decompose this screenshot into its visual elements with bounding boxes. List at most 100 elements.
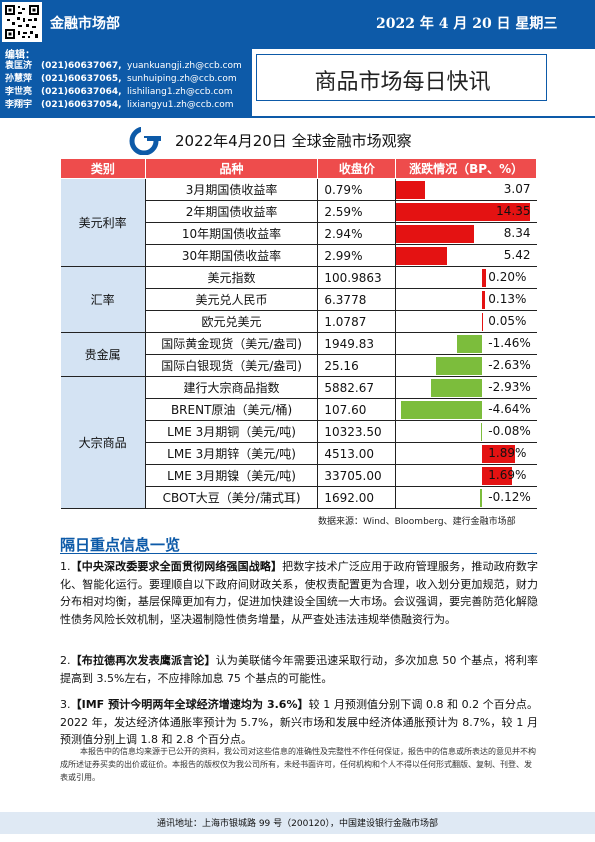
row-change: 0.20% (395, 266, 537, 289)
news-item: 1.【中央深改委要求全面贯彻网络强国战略】把数字技术广泛应用于政府管理服务，推动… (60, 558, 538, 628)
row-close-value: 0.79% (317, 178, 397, 201)
col-header-close: 收盘价 (317, 158, 397, 179)
row-category: 贵金属 (60, 332, 146, 377)
row-close-value: 33705.00 (317, 464, 397, 487)
table-row: LME 3月期铜（美元/吨) 10323.50 -0.08% (61, 420, 537, 443)
change-bar-up (482, 445, 516, 463)
change-bar-up (482, 313, 484, 331)
main-title: 商品市场每日快讯 (314, 70, 491, 95)
row-change: 3.07 (395, 178, 537, 201)
data-source: 数据来源：Wind、Bloomberg、建行金融市场部 (318, 517, 516, 527)
news-body: 把数字技术广泛应用于政府管理服务，推动政府数字化、智能化运行。要理顺自以下政府间… (60, 560, 539, 626)
table-row: LME 3月期锌（美元/吨) 4513.00 1.89% (61, 442, 537, 465)
row-change: 1.69% (395, 464, 537, 487)
editor-email: lixiangyu1.zh@ccb.com (127, 100, 234, 110)
editor-row: 李世亮 (021)60637064, lishiliang1.zh@ccb.com (5, 84, 233, 97)
news-number: 3. (60, 698, 71, 711)
change-value: 14.35 (496, 204, 531, 218)
row-close-value: 6.3778 (317, 288, 397, 311)
news-body: 认为美联储今年需要迅速采取行动，多次加息 50 个基点，将利率提高到 3.5%左… (60, 654, 538, 685)
table-row: 30年期国债收益率 2.99% 5.42 (61, 244, 537, 267)
row-change: -4.64% (395, 398, 537, 421)
table-row: LME 3月期镍（美元/吨) 33705.00 1.69% (61, 464, 537, 487)
change-bar-down (456, 335, 483, 353)
ccb-logo-icon (127, 126, 161, 156)
table-row: 美元利率 3月期国债收益率 0.79% 3.07 (60, 178, 537, 267)
row-change: -2.63% (395, 354, 537, 377)
row-close-value: 100.9863 (317, 266, 397, 289)
row-item: BRENT原油（美元/桶) (145, 398, 319, 421)
editors-label: 编辑： (5, 50, 35, 61)
editor-phone: (021)60637065, (41, 74, 122, 84)
change-bar-down (436, 357, 483, 375)
change-bar-up (396, 225, 475, 243)
col-header-item: 品种 (144, 158, 319, 179)
row-item: LME 3月期锌（美元/吨) (145, 442, 319, 465)
row-close-value: 2.94% (317, 222, 397, 245)
change-value: 1.69% (488, 468, 527, 482)
row-item: 美元兑人民币 (145, 288, 319, 311)
row-item: LME 3月期镍（美元/吨) (145, 464, 319, 487)
row-change: 0.05% (395, 310, 537, 333)
row-change: 1.89% (395, 442, 537, 465)
change-value: -0.08% (488, 424, 531, 438)
row-item: CBOT大豆（美分/蒲式耳) (145, 486, 319, 509)
editor-row: 袁匡济 (021)60637067, yuankuangji.zh@ccb.com (5, 58, 242, 71)
row-category: 大宗商品 (60, 376, 146, 509)
change-bar-down (480, 489, 483, 507)
row-item: 国际黄金现货（美元/盎司) (145, 332, 319, 355)
news-number: 2. (60, 654, 71, 667)
news-headline: 【IMF 预计今明两年全球经济增速均为 3.6%】 (70, 698, 309, 711)
department-name: 金融市场部 (50, 16, 120, 32)
change-value: 0.13% (488, 292, 527, 306)
divider (0, 116, 595, 118)
news-headline: 【布拉德再次发表鹰派言论】 (70, 654, 216, 667)
news-headline: 【中央深改委要求全面贯彻网络强国战略】 (70, 560, 283, 573)
editor-email: lishiliang1.zh@ccb.com (127, 87, 233, 97)
table-body: 美元利率 3月期国债收益率 0.79% 3.07 2年期国债收益率 2.59% 14.35 1… (60, 178, 537, 509)
editor-name: 袁匡济 (5, 61, 33, 71)
editor-phone: (021)60637064, (41, 87, 122, 97)
row-close-value: 5882.67 (317, 376, 397, 399)
qr-code-icon (2, 2, 42, 42)
title-box: 商品市场每日快讯 (256, 54, 547, 101)
col-header-category: 类别 (60, 158, 146, 179)
change-value: -2.63% (488, 358, 531, 372)
editor-name: 李世亮 (5, 87, 33, 97)
row-category: 美元利率 (60, 178, 146, 267)
change-value: -1.46% (488, 336, 531, 350)
change-value: 8.34 (503, 226, 531, 240)
table-row: 欧元兑美元 1.0787 0.05% (61, 310, 537, 333)
row-close-value: 25.16 (317, 354, 397, 377)
row-change: 14.35 (395, 200, 537, 223)
change-bar-down (431, 379, 483, 397)
table-row: 2年期国债收益率 2.59% 14.35 (61, 200, 537, 223)
row-item: 30年期国债收益率 (145, 244, 319, 267)
change-bar-down (401, 401, 483, 419)
row-close-value: 1.0787 (317, 310, 397, 333)
editor-phone: (021)60637067, (41, 61, 122, 71)
table-header-row: 类别 品种 收盘价 涨跌情况（BP、%） (60, 158, 537, 179)
row-item: 美元指数 (145, 266, 319, 289)
row-change: -1.46% (395, 332, 537, 355)
news-item: 3.【IMF 预计今明两年全球经济增速均为 3.6%】较 1 月预测值分别下调 … (60, 696, 538, 749)
change-value: -2.93% (488, 380, 531, 394)
change-bar-up (482, 291, 485, 309)
market-table: 类别 品种 收盘价 涨跌情况（BP、%） 美元利率 3月期国债收益率 0.79% 3.… (60, 158, 537, 509)
table-row: 贵金属 国际黄金现货（美元/盎司) 1949.83 -1.46% (60, 332, 537, 377)
editor-name: 孙慧萍 (5, 74, 33, 84)
table-row: 汇率 美元指数 100.9863 0.20% (60, 266, 537, 333)
row-change: -2.93% (395, 376, 537, 399)
news-section-title: 隔日重点信息一览 (60, 536, 181, 554)
row-close-value: 1949.83 (317, 332, 397, 355)
row-category: 汇率 (60, 266, 146, 333)
row-change: 0.13% (395, 288, 537, 311)
title-strip (252, 44, 595, 49)
change-bar-up (396, 181, 425, 199)
row-close-value: 1692.00 (317, 486, 397, 509)
table-row: BRENT原油（美元/桶) 107.60 -4.64% (61, 398, 537, 421)
row-item: 3月期国债收益率 (145, 178, 319, 201)
editor-email: yuankuangji.zh@ccb.com (127, 61, 242, 71)
row-item: LME 3月期铜（美元/吨) (145, 420, 319, 443)
row-item: 建行大宗商品指数 (145, 376, 319, 399)
